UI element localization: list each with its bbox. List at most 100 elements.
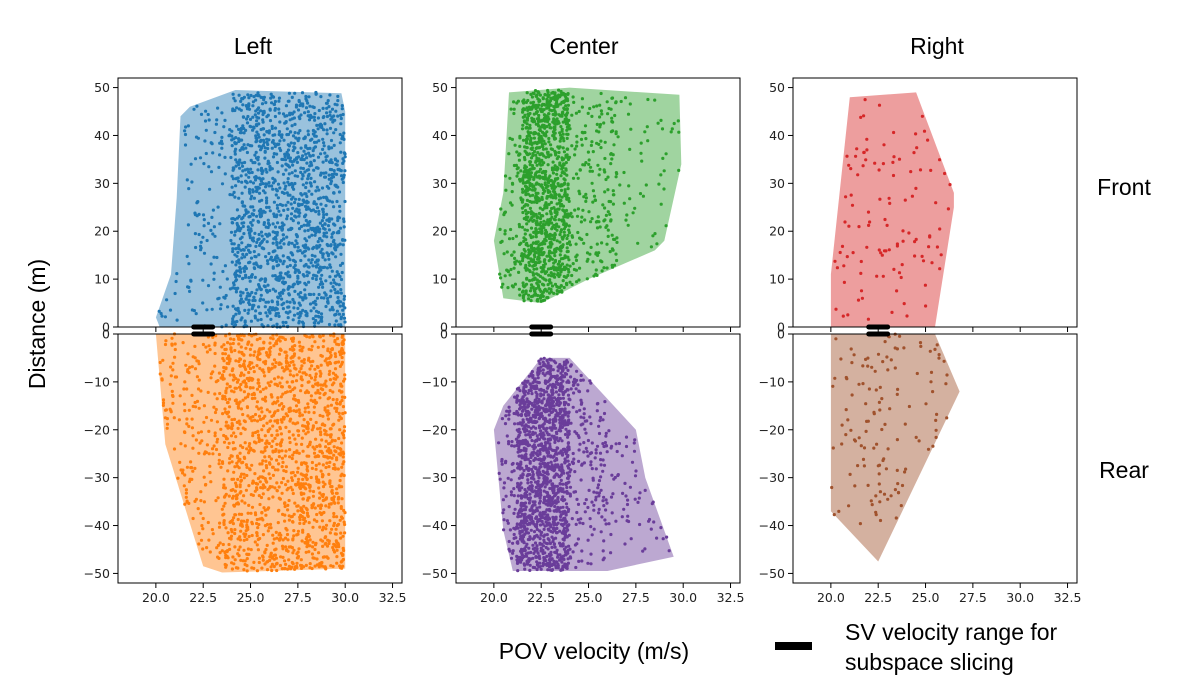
left-rear-point xyxy=(314,437,318,441)
left-front-point xyxy=(323,122,327,126)
left-rear-point xyxy=(229,537,233,541)
left-rear-point xyxy=(312,518,316,522)
left-front-point xyxy=(295,280,299,284)
center-front-point xyxy=(563,265,567,269)
left-front-point xyxy=(301,154,305,158)
left-rear-point xyxy=(230,477,234,481)
left-rear-point xyxy=(265,543,269,548)
left-rear-point xyxy=(199,538,204,542)
left-front-point xyxy=(332,191,336,195)
left-rear-point xyxy=(283,350,287,354)
center-front-point xyxy=(606,228,610,232)
center-front-point xyxy=(559,270,563,274)
right-front-point xyxy=(943,171,947,176)
left-front-point xyxy=(251,128,255,132)
center-front-point xyxy=(622,170,626,175)
left-rear-point xyxy=(318,491,322,495)
left-rear-point xyxy=(337,343,341,347)
left-front-point xyxy=(311,276,315,280)
left-rear-point xyxy=(199,499,203,503)
left-rear-point xyxy=(295,533,299,537)
left-rear-point xyxy=(226,531,230,535)
left-front-point xyxy=(235,160,239,164)
left-rear-point xyxy=(161,358,165,362)
center-front-point xyxy=(539,248,543,252)
center-front-point xyxy=(566,187,570,191)
center-front-point xyxy=(537,91,541,95)
left-rear-point xyxy=(232,417,237,421)
left-front-point xyxy=(226,305,230,309)
left-front-point xyxy=(201,301,205,305)
left-rear-point xyxy=(220,345,224,349)
left-rear-point xyxy=(222,359,226,363)
left-rear-point xyxy=(337,350,342,354)
center-front-point xyxy=(626,112,631,116)
left-front-point xyxy=(253,153,257,157)
center-front-point xyxy=(540,270,544,274)
left-front-point xyxy=(253,161,257,165)
left-rear-point xyxy=(283,519,287,523)
left-rear-point xyxy=(212,405,216,409)
left-front-point xyxy=(339,150,343,154)
center-front-point xyxy=(534,241,538,245)
center-front-point xyxy=(585,259,589,263)
left-front-point xyxy=(312,292,316,296)
left-front-point xyxy=(274,193,278,197)
center-front-point xyxy=(503,174,508,178)
left-front-point xyxy=(228,128,232,132)
left-rear-point xyxy=(237,548,241,552)
left-rear-point xyxy=(289,485,293,489)
left-rear-point xyxy=(231,555,235,559)
left-rear-point xyxy=(243,441,247,445)
left-rear-point xyxy=(255,387,260,391)
left-front-point xyxy=(286,200,290,204)
center-front-point xyxy=(555,98,559,102)
left-rear-point xyxy=(315,512,319,517)
left-rear-point xyxy=(296,509,300,513)
left-front-point xyxy=(280,227,285,231)
left-rear-point xyxy=(296,429,300,433)
left-rear-point xyxy=(238,491,242,495)
left-front-point xyxy=(239,108,243,112)
left-rear-point xyxy=(334,354,338,359)
right-front-point xyxy=(928,234,932,238)
left-rear-point xyxy=(277,450,281,454)
left-rear-point xyxy=(317,462,321,466)
center-front-point xyxy=(600,269,604,273)
left-rear-point xyxy=(250,463,254,467)
center-front-point xyxy=(571,262,575,266)
left-rear-point xyxy=(320,493,324,497)
left-front-point xyxy=(273,249,277,253)
center-front-point xyxy=(526,108,530,112)
left-front-point xyxy=(275,243,279,247)
right-front-point xyxy=(934,201,938,205)
left-front-point xyxy=(332,278,336,282)
center-front-point xyxy=(537,98,541,102)
center-front-point xyxy=(557,198,562,202)
center-front-point xyxy=(522,247,526,252)
left-front-point xyxy=(283,187,287,191)
left-rear-point xyxy=(340,497,344,501)
left-rear-point xyxy=(288,347,292,351)
center-front-point xyxy=(590,140,594,144)
left-rear-point xyxy=(237,342,241,346)
left-front-point xyxy=(341,308,345,312)
left-front-point xyxy=(187,262,191,266)
center-front-point xyxy=(509,227,513,232)
right-front-point xyxy=(895,242,900,246)
left-front-point xyxy=(325,106,329,110)
left-front-point xyxy=(197,232,201,237)
left-rear-point xyxy=(277,462,281,466)
left-front-point xyxy=(187,187,191,191)
left-front-point xyxy=(220,135,224,139)
left-front-point xyxy=(319,173,323,177)
left-rear-point xyxy=(298,344,302,348)
left-front-point xyxy=(204,128,208,132)
right-front-point xyxy=(865,137,869,141)
center-front-point xyxy=(587,210,591,214)
left-rear-point xyxy=(205,350,209,354)
left-front-point xyxy=(301,298,305,302)
left-rear-point xyxy=(307,550,311,554)
left-front-point xyxy=(267,205,271,209)
center-front-point xyxy=(518,144,522,148)
